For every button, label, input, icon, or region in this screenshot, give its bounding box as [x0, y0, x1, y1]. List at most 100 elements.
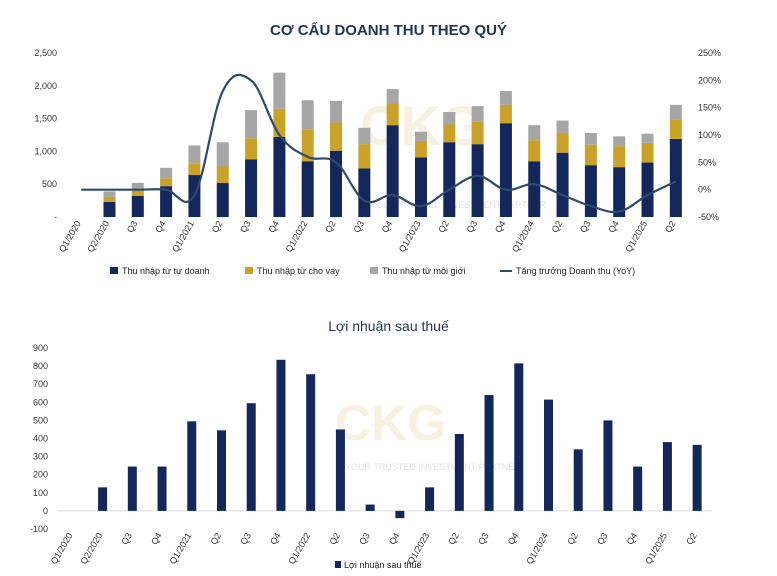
- x-tick-label: Q1/2022: [286, 531, 312, 566]
- stacked-bar-segment: [188, 145, 201, 164]
- legend-swatch: [110, 267, 118, 274]
- stacked-bar-segment: [528, 161, 541, 217]
- stacked-bar-segment: [216, 182, 229, 217]
- stacked-bar-segment: [386, 103, 399, 126]
- profit-bar: [692, 444, 702, 511]
- x-tick-label: Q2: [323, 219, 338, 234]
- x-tick-label: Q2/2020: [85, 219, 111, 254]
- y2-tick-label: 200%: [698, 75, 721, 85]
- stacked-bar-segment: [499, 123, 512, 217]
- y2-tick-label: -50%: [698, 212, 719, 222]
- y2-tick-label: 50%: [698, 157, 716, 167]
- legend-swatch: [335, 561, 341, 568]
- chart1-title: CƠ CẤU DOANH THU THEO QUÝ: [270, 22, 507, 39]
- stacked-bar-segment: [273, 72, 286, 109]
- x-tick-label: Q4: [266, 219, 281, 234]
- profit-bar: [217, 430, 226, 511]
- stacked-bar-segment: [414, 140, 427, 158]
- y-tick-label: 2,000: [34, 81, 57, 91]
- x-tick-label: Q2: [565, 531, 580, 546]
- x-tick-label: Q4: [387, 531, 402, 546]
- stacked-bar-segment: [556, 152, 569, 217]
- x-tick-label: Q1/2020: [49, 531, 75, 566]
- y2-tick-label: 100%: [698, 130, 721, 140]
- profit-bar: [246, 403, 256, 511]
- y-tick-label: 500: [33, 415, 48, 425]
- profit-bar: [544, 399, 553, 511]
- x-tick-label: Q3: [119, 531, 134, 546]
- watermark-sub-text: YOUR TRUSTED INVESTMENT PARTNER: [370, 200, 546, 210]
- x-tick-label: Q3: [351, 219, 366, 234]
- y-tick-label: 300: [33, 452, 48, 462]
- y-tick-label: 2,500: [34, 48, 57, 58]
- x-tick-label: Q1/2020: [57, 219, 83, 254]
- x-tick-label: Q3: [238, 531, 253, 546]
- x-tick-label: Q4: [625, 531, 640, 546]
- stacked-bar-segment: [443, 124, 456, 143]
- stacked-bar-segment: [131, 196, 144, 217]
- profit-bar: [573, 449, 583, 511]
- stacked-bar-segment: [358, 144, 371, 169]
- stacked-bar-segment: [358, 168, 371, 217]
- stacked-bar-segment: [358, 127, 371, 145]
- stacked-bar-segment: [273, 108, 286, 137]
- stacked-bar-segment: [330, 150, 343, 217]
- stacked-bar-segment: [386, 89, 399, 104]
- stacked-bar-segment: [131, 182, 144, 190]
- y2-tick-label: 250%: [698, 48, 721, 58]
- legend-swatch: [245, 267, 253, 274]
- x-tick-label: Q3: [595, 531, 610, 546]
- x-tick-label: Q2: [684, 531, 699, 546]
- profit-bar: [662, 442, 672, 511]
- stacked-bar-segment: [103, 196, 116, 202]
- stacked-bar-segment: [641, 133, 654, 143]
- x-tick-label: Q4: [493, 219, 508, 234]
- x-tick-label: Q2/2020: [78, 531, 104, 566]
- stacked-bar-segment: [216, 166, 229, 183]
- stacked-bar-segment: [528, 140, 541, 162]
- watermark-bottom: CKG YOUR TRUSTED INVESTMENT PARTNER: [335, 395, 521, 472]
- x-tick-label: Q3: [476, 531, 491, 546]
- stacked-bar-segment: [613, 136, 626, 147]
- stacked-bar-segment: [273, 136, 286, 217]
- stacked-bar-segment: [443, 142, 456, 217]
- chart2-title: Lợi nhuận sau thuế: [328, 318, 449, 334]
- profit-bar: [425, 487, 435, 511]
- x-tick-label: Q3: [125, 219, 140, 234]
- stacked-bar-segment: [556, 120, 569, 134]
- x-tick-label: Q2: [210, 219, 225, 234]
- legend-label: Thu nhập từ cho vay: [257, 266, 340, 276]
- stacked-bar-segment: [301, 161, 314, 217]
- stacked-bar-segment: [556, 133, 569, 153]
- stacked-bar-segment: [499, 104, 512, 124]
- x-tick-label: Q4: [149, 531, 164, 546]
- x-tick-label: Q1/2025: [643, 531, 669, 566]
- growth-line: [81, 73, 677, 214]
- y-tick-label: 700: [33, 379, 48, 389]
- stacked-bar-segment: [584, 144, 597, 166]
- x-tick-label: Q1/2025: [623, 219, 649, 254]
- profit-bar: [187, 421, 197, 511]
- y-tick-label: -: [54, 212, 57, 222]
- y-tick-label: 100: [33, 488, 48, 498]
- legend-swatch: [370, 267, 378, 274]
- stacked-bar-segment: [584, 133, 597, 145]
- stacked-bar-segment: [669, 138, 682, 217]
- profit-bar: [98, 487, 108, 511]
- stacked-bar-segment: [330, 100, 343, 123]
- y-tick-label: 900: [33, 343, 48, 353]
- x-tick-label: Q4: [506, 531, 521, 546]
- profit-bar: [365, 504, 375, 511]
- stacked-bar-segment: [443, 112, 456, 125]
- profit-bar: [514, 363, 524, 511]
- stacked-bar-segment: [245, 138, 258, 160]
- profit-bar: [395, 510, 405, 519]
- profit-bar: [276, 359, 286, 511]
- stacked-bar-segment: [471, 121, 484, 145]
- stacked-bar-segment: [471, 144, 484, 217]
- stacked-bar-segment: [414, 131, 427, 141]
- stacked-bar-segment: [103, 191, 116, 197]
- y-tick-label: 1,000: [34, 146, 57, 156]
- stacked-bar-segment: [301, 129, 314, 162]
